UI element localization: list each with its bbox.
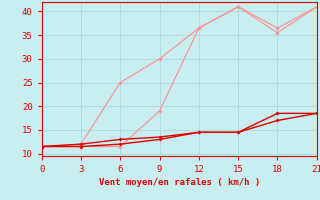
X-axis label: Vent moyen/en rafales ( km/h ): Vent moyen/en rafales ( km/h ): [99, 178, 260, 187]
